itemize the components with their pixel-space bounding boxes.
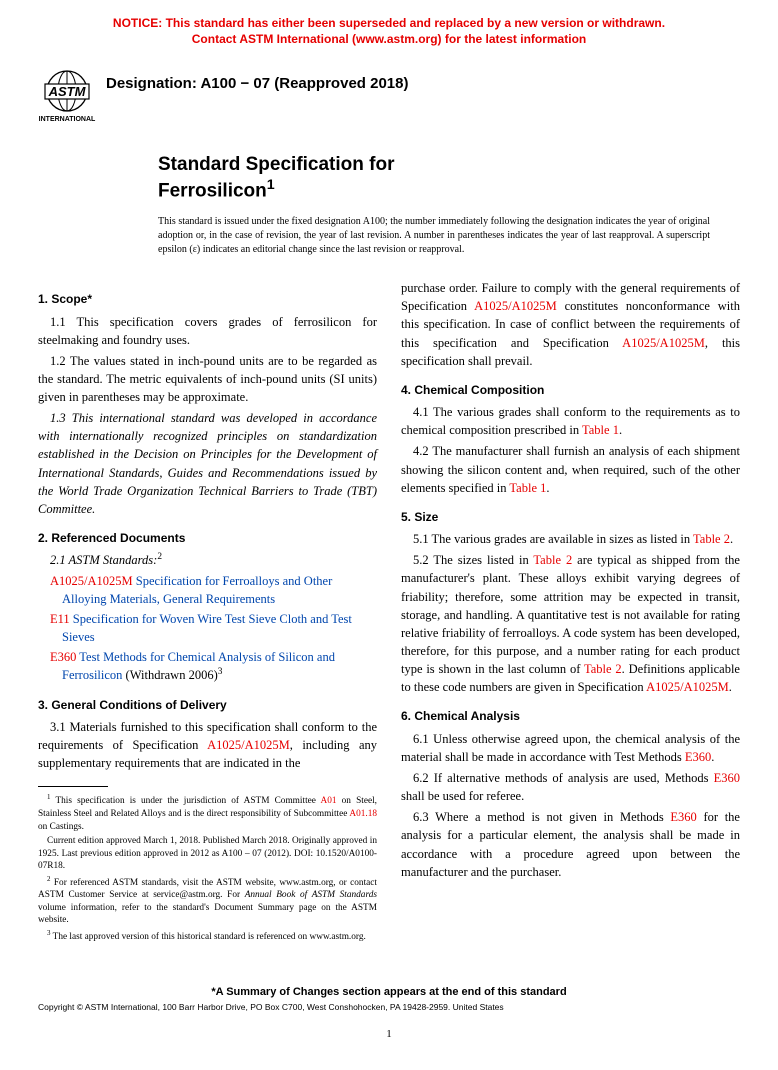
ref-a1025: A1025/A1025M Specification for Ferroallo… [38,572,377,608]
para-6-2: 6.2 If alternative methods of analysis a… [401,769,740,805]
title-sup: 1 [267,177,275,193]
para-1-2: 1.2 The values stated in inch-pound unit… [38,352,377,406]
section-1-heading: 1. Scope* [38,291,377,308]
para-5-1: 5.1 The various grades are available in … [401,530,740,548]
footer-block: *A Summary of Changes section appears at… [38,986,740,1040]
para-6-3: 6.3 Where a method is not given in Metho… [401,808,740,881]
title-line-1: Standard Specification for [158,154,394,175]
ref-e11: E11 Specification for Woven Wire Test Si… [38,610,377,646]
header-row: ASTM INTERNATIONAL Designation: A100 − 0… [38,69,740,125]
column-left: 1. Scope* 1.1 This specification covers … [38,279,377,945]
para-5-2: 5.2 The sizes listed in Table 2 are typi… [401,551,740,696]
link-a1025-1[interactable]: A1025/A1025M [207,738,290,752]
link-e360-c[interactable]: E360 [670,810,696,824]
footnote-2: 2 For referenced ASTM standards, visit t… [38,875,377,927]
ref-e360: E360 Test Methods for Chemical Analysis … [38,648,377,684]
section-4-heading: 4. Chemical Composition [401,382,740,399]
two-column-body: 1. Scope* 1.1 This specification covers … [38,279,740,945]
notice-banner: NOTICE: This standard has either been su… [38,15,740,47]
link-subcommittee-a0118[interactable]: A01.18 [349,809,377,819]
title-block: Standard Specification for Ferrosilicon1… [158,153,710,257]
ref-e360-withdrawn: (Withdrawn 2006) [122,668,217,682]
svg-text:ASTM: ASTM [48,84,87,99]
para-4-2: 4.2 The manufacturer shall furnish an an… [401,442,740,496]
para-3-1-cont: purchase order. Failure to comply with t… [401,279,740,370]
footnote-rule [38,786,108,787]
logo-subtext: INTERNATIONAL [39,116,96,123]
para-1-1: 1.1 This specification covers grades of … [38,313,377,349]
astm-standards-sub: 2.1 ASTM Standards:2 [38,551,377,569]
title-line-2: Ferrosilicon [158,180,267,201]
section-5-heading: 5. Size [401,509,740,526]
para-1-3: 1.3 This international standard was deve… [38,409,377,518]
link-table2-b[interactable]: Table 2 [533,553,572,567]
link-a1025-4[interactable]: A1025/A1025M [646,680,729,694]
section-6-heading: 6. Chemical Analysis [401,708,740,725]
page-number: 1 [38,1028,740,1040]
notice-line-1: NOTICE: This standard has either been su… [113,16,665,30]
para-3-1-start: 3.1 Materials furnished to this specific… [38,718,377,772]
document-page: NOTICE: This standard has either been su… [0,0,778,1070]
link-a1025-2[interactable]: A1025/A1025M [474,299,557,313]
section-2-heading: 2. Referenced Documents [38,530,377,547]
designation-value: A100 − 07 (Reapproved 2018) [200,75,408,92]
link-e360-b[interactable]: E360 [714,771,740,785]
link-a1025-3[interactable]: A1025/A1025M [622,336,705,350]
column-right: purchase order. Failure to comply with t… [401,279,740,945]
ref-a1025-code[interactable]: A1025/A1025M [50,574,133,588]
para-6-1: 6.1 Unless otherwise agreed upon, the ch… [401,730,740,766]
intro-note: This standard is issued under the fixed … [158,215,710,257]
designation-line: Designation: A100 − 07 (Reapproved 2018) [106,75,408,92]
designation-prefix: Designation: [106,75,200,92]
astm-logo: ASTM INTERNATIONAL [38,69,96,125]
copyright-line: Copyright © ASTM International, 100 Barr… [38,1002,740,1012]
notice-line-2: Contact ASTM International (www.astm.org… [192,32,586,46]
ref-e360-code[interactable]: E360 [50,650,76,664]
section-3-heading: 3. General Conditions of Delivery [38,697,377,714]
footnote-1: 1 This specification is under the jurisd… [38,793,377,833]
link-committee-a01[interactable]: A01 [321,796,337,806]
footnote-3: 3 The last approved version of this hist… [38,929,377,944]
link-table2-c[interactable]: Table 2 [584,662,622,676]
link-table1-a[interactable]: Table 1 [582,423,619,437]
ref-e11-title[interactable]: Specification for Woven Wire Test Sieve … [62,612,352,644]
footnote-1-p2: Current edition approved March 1, 2018. … [38,835,377,873]
link-e360-a[interactable]: E360 [685,750,711,764]
document-title: Standard Specification for Ferrosilicon1 [158,153,710,203]
ref-e11-code[interactable]: E11 [50,612,70,626]
para-4-1: 4.1 The various grades shall conform to … [401,403,740,439]
summary-changes-note: *A Summary of Changes section appears at… [38,986,740,998]
link-table2-a[interactable]: Table 2 [693,532,730,546]
link-table1-b[interactable]: Table 1 [509,481,546,495]
